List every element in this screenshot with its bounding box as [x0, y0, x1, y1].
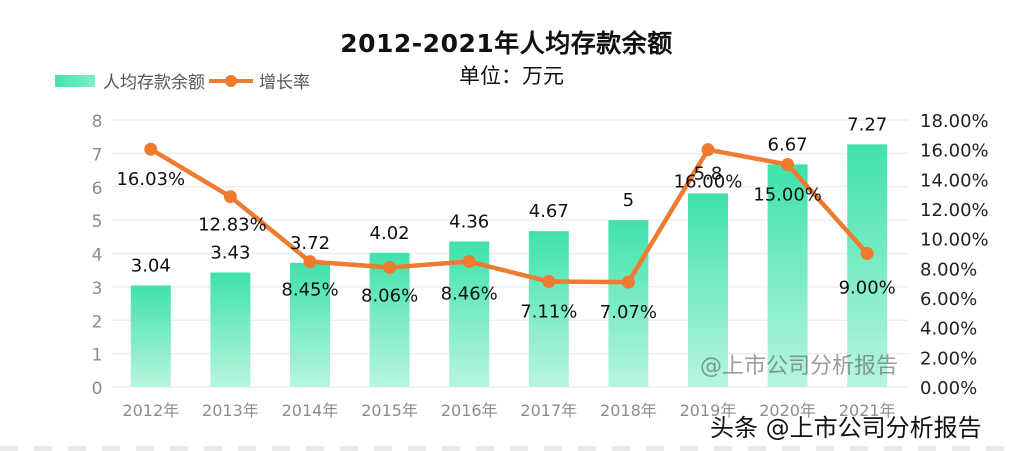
bar-data-labels: 3.04 3.43 3.72 4.02 4.36 4.67 5 5.8 6.67 7.27 [131, 114, 887, 276]
bar-swatch-icon [55, 74, 95, 87]
watermark-text: @上市公司分析报告 [700, 354, 899, 379]
growth-point[interactable] [621, 275, 635, 289]
x-axis-tick: 2021年 [839, 401, 896, 420]
right-axis-tick: 18.00% [920, 111, 989, 132]
bar-value-label: 5.8 [694, 163, 723, 184]
line-marker-icon [209, 74, 253, 87]
x-axis-tick: 2016年 [441, 401, 498, 420]
chart-subtitle: 单位：万元 [459, 64, 564, 88]
bar-value-label: 4.67 [529, 201, 569, 222]
right-axis-tick: 10.00% [920, 230, 989, 251]
right-axis-tick: 12.00% [920, 200, 989, 221]
left-axis: 0 1 2 3 4 5 6 7 8 [92, 112, 103, 399]
growth-point[interactable] [701, 143, 715, 157]
growth-point[interactable] [462, 255, 476, 269]
bar[interactable] [688, 193, 728, 387]
x-axis-tick: 2013年 [202, 401, 259, 420]
bar[interactable] [608, 220, 649, 387]
x-axis-tick: 2015年 [361, 401, 418, 420]
x-axis: 2012年 2013年 2014年 2015年 2016年 2017年 2018年 2019年… [122, 401, 895, 420]
bar[interactable] [369, 252, 410, 387]
growth-point[interactable] [542, 275, 556, 289]
left-axis-tick: 3 [92, 279, 103, 299]
right-axis-tick: 16.00% [920, 141, 989, 162]
growth-value-label: 9.00% [839, 278, 896, 299]
growth-point[interactable] [860, 247, 874, 260]
x-axis-tick: 2018年 [600, 401, 657, 420]
growth-value-label: 7.11% [520, 302, 577, 323]
growth-value-label: 16.00% [674, 172, 743, 193]
legend-label-balance: 人均存款余额 [103, 73, 205, 93]
right-axis: 0.00% 2.00% 4.00% 6.00% 8.00% 10.00% 12.00% 14.… [920, 111, 989, 399]
legend: 人均存款余额 增长率 [55, 68, 310, 93]
growth-value-label: 15.00% [753, 185, 822, 206]
growth-point[interactable] [223, 190, 237, 204]
bar-value-label: 4.36 [449, 211, 489, 232]
bar[interactable] [528, 231, 569, 387]
legend-item-growth[interactable]: 增长率 [205, 68, 310, 93]
bar[interactable] [130, 285, 171, 387]
right-axis-tick: 6.00% [920, 289, 977, 310]
left-axis-tick: 5 [92, 212, 103, 232]
bar-value-label: 5 [623, 190, 634, 211]
growth-line [149, 147, 869, 285]
growth-value-label: 7.07% [600, 302, 657, 323]
bar-value-label: 4.02 [370, 223, 410, 244]
x-axis-tick: 2020年 [759, 401, 816, 420]
legend-label-growth: 增长率 [259, 73, 310, 93]
growth-point[interactable] [781, 158, 795, 171]
growth-point[interactable] [303, 255, 317, 269]
bar-value-label: 6.67 [768, 134, 808, 155]
chart-title: 2012-2021年人均存款余额 [340, 29, 673, 58]
line-data-labels: 16.03% 12.83% 8.45% 8.06% 8.46% 7.11% 7.07% 16.… [116, 169, 895, 323]
bar-value-label: 3.72 [290, 233, 330, 254]
right-axis-tick: 14.00% [920, 170, 989, 191]
bar-value-label: 3.43 [210, 243, 250, 264]
bar-series [130, 144, 888, 387]
line-series [144, 142, 874, 289]
left-axis-tick: 2 [92, 312, 103, 332]
right-axis-tick: 2.00% [920, 348, 977, 369]
bar[interactable] [847, 144, 888, 387]
left-axis-tick: 1 [92, 346, 103, 366]
right-axis-tick: 8.00% [920, 259, 977, 280]
bar-value-label: 7.27 [847, 114, 887, 135]
left-axis-tick: 0 [92, 379, 103, 399]
growth-value-label: 8.45% [281, 280, 338, 301]
bottom-divider [0, 446, 1013, 451]
legend-item-balance[interactable]: 人均存款余额 [55, 68, 205, 93]
left-axis-tick: 4 [92, 246, 103, 266]
growth-point[interactable] [144, 142, 158, 156]
x-axis-tick: 2014年 [282, 401, 339, 420]
source-watermark: 头条 @上市公司分析报告 [710, 414, 982, 442]
growth-value-label: 12.83% [198, 215, 267, 236]
bar-value-label: 3.04 [131, 256, 171, 277]
bar[interactable] [290, 262, 330, 387]
bar[interactable] [210, 272, 251, 387]
x-axis-tick: 2012年 [122, 401, 179, 420]
growth-value-label: 8.46% [441, 284, 498, 305]
right-axis-tick: 4.00% [920, 319, 977, 340]
bar[interactable] [767, 164, 808, 387]
x-axis-tick: 2019年 [680, 401, 737, 420]
left-axis-tick: 6 [92, 179, 103, 199]
growth-point[interactable] [383, 260, 397, 274]
left-axis-tick: 8 [92, 112, 103, 132]
left-axis-tick: 7 [92, 145, 103, 165]
right-axis-tick: 0.00% [920, 378, 977, 399]
x-axis-tick: 2017年 [520, 401, 577, 420]
growth-value-label: 8.06% [361, 285, 418, 306]
growth-value-label: 16.03% [116, 169, 185, 190]
